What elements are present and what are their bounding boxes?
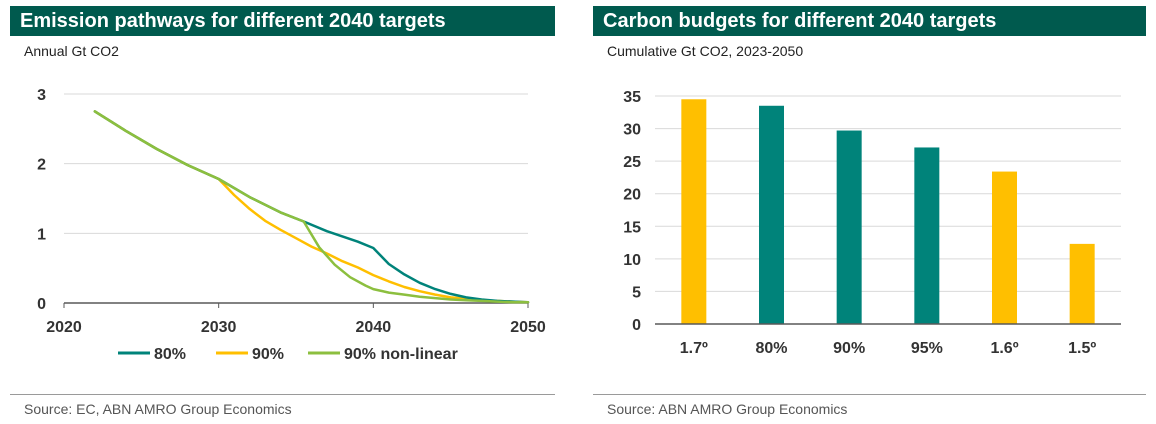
left-chart-title: Emission pathways for different 2040 tar… (10, 6, 555, 36)
left-source-note: Source: EC, ABN AMRO Group Economics (24, 401, 292, 417)
y-tick-label: 15 (623, 219, 641, 236)
bar (681, 99, 707, 324)
legend-label: 80% (154, 346, 186, 363)
legend-label: 90% non-linear (344, 346, 458, 363)
category-label: 1.5º (1068, 340, 1096, 357)
bar (1069, 243, 1095, 324)
right-source-note: Source: ABN AMRO Group Economics (607, 401, 848, 417)
y-tick-label: 2 (37, 157, 46, 174)
bar (992, 171, 1017, 324)
series-line-90-pct-non-linear (93, 110, 530, 304)
y-tick-label: 5 (632, 284, 641, 301)
x-tick-label: 2030 (201, 319, 237, 336)
x-tick-label: 2040 (356, 319, 392, 336)
y-tick-label: 0 (632, 317, 641, 334)
series-line-80-pct (93, 110, 530, 304)
x-tick-label: 2050 (510, 319, 546, 336)
y-tick-label: 10 (623, 252, 641, 269)
right-chart-title: Carbon budgets for different 2040 target… (593, 6, 1146, 36)
y-tick-label: 20 (623, 187, 641, 204)
legend-label: 90% (252, 346, 284, 363)
carbon-budgets-panel: Carbon budgets for different 2040 target… (593, 0, 1146, 424)
category-label: 90% (833, 340, 865, 357)
carbon-budgets-bar-chart: 0 5 10 15 20 25 30 35 1.7º 80% 90% 95% 1.6º 1.5º (623, 89, 1121, 357)
x-tick-label: 2020 (46, 319, 82, 336)
y-tick-label: 35 (623, 89, 641, 106)
y-tick-label: 1 (37, 226, 46, 243)
bar (759, 105, 784, 325)
right-chart-subtitle: Cumulative Gt CO2, 2023-2050 (607, 43, 804, 59)
left-source-divider (10, 394, 555, 395)
emission-pathways-line-chart: 0 1 2 3 2020 2030 2040 2050 80% 90% 90% non-linear (37, 87, 546, 363)
emission-pathways-panel: Emission pathways for different 2040 tar… (10, 0, 555, 424)
category-label: 1.7º (680, 340, 708, 357)
category-label: 95% (911, 340, 943, 357)
bar (836, 130, 862, 324)
series-line-90-pct (93, 110, 530, 304)
category-label: 80% (755, 340, 787, 357)
y-tick-label: 30 (623, 122, 641, 139)
category-label: 1.6º (990, 340, 1018, 357)
y-tick-label: 0 (37, 296, 46, 313)
right-source-divider (593, 394, 1146, 395)
bar (914, 147, 940, 324)
left-chart-subtitle: Annual Gt CO2 (24, 43, 119, 59)
y-tick-label: 25 (623, 154, 641, 171)
y-tick-label: 3 (37, 87, 46, 104)
